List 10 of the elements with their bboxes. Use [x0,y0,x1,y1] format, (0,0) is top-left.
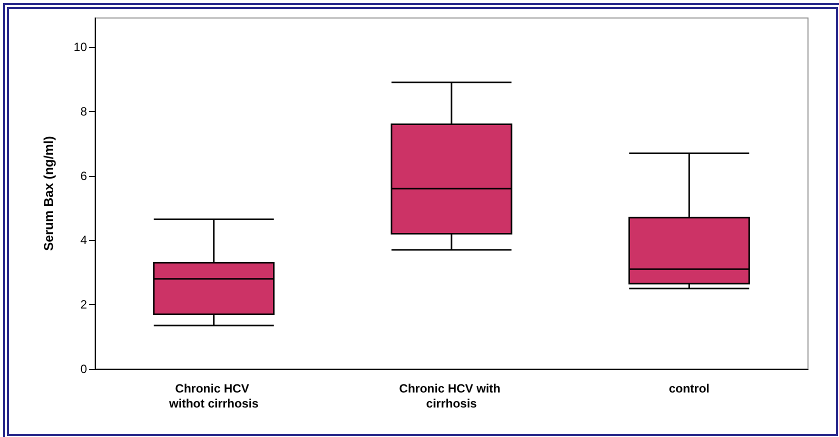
y-tick-label: 2 [80,298,88,312]
y-axis-title: Serum Bax (ng/ml) [41,136,56,251]
y-tick-label: 4 [80,233,88,248]
x-tick-label: control [668,382,710,396]
y-tick-label: 10 [74,40,88,54]
y-tick-label: 0 [80,362,88,376]
y-tick-label: 8 [80,104,88,118]
x-tick-label: Chronic HCV with cirrhosis [399,382,504,410]
x-tick-label: Chronic HCV withot cirrhosis [168,382,259,410]
y-tick-label: 6 [80,168,88,183]
